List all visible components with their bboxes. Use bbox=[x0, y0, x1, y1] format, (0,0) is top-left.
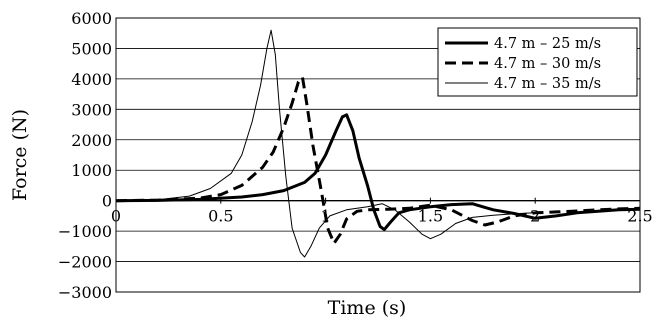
plot-area-border bbox=[115, 17, 641, 293]
y-tick-label: 1000 bbox=[71, 161, 112, 180]
x-tick-label: 0 bbox=[111, 207, 121, 226]
tick-labels: 6000500040003000200010000−1000−2000−3000… bbox=[58, 9, 653, 302]
y-tick-label: 6000 bbox=[71, 9, 112, 28]
series-line-1 bbox=[115, 113, 641, 232]
y-tick-label: −2000 bbox=[58, 253, 112, 272]
x-axis-title: Time (s) bbox=[328, 297, 407, 319]
y-tick-label: 2000 bbox=[71, 131, 112, 150]
y-tick-label: −1000 bbox=[58, 222, 112, 241]
y-axis-title: Force (N) bbox=[9, 109, 31, 201]
legend-label-1: 4.7 m – 25 m/s bbox=[494, 36, 601, 52]
legend-label-2: 4.7 m – 30 m/s bbox=[494, 56, 601, 72]
series-line-2 bbox=[115, 75, 641, 245]
series-line-3 bbox=[115, 29, 536, 258]
y-tick-label: 0 bbox=[102, 192, 112, 211]
legend: 4.7 m – 25 m/s 4.7 m – 30 m/s 4.7 m – 35… bbox=[437, 27, 638, 97]
y-tick-label: −3000 bbox=[58, 283, 112, 302]
legend-label-3: 4.7 m – 35 m/s bbox=[494, 76, 601, 92]
x-tick-label: 2 bbox=[530, 207, 540, 226]
y-tick-label: 3000 bbox=[71, 100, 112, 119]
y-tick-label: 5000 bbox=[71, 39, 112, 58]
y-tick-label: 4000 bbox=[71, 70, 112, 89]
x-tick-label: 0.5 bbox=[208, 207, 233, 226]
x-tick-label: 1.5 bbox=[418, 207, 443, 226]
series-lines bbox=[115, 29, 641, 258]
x-tick-label: 1 bbox=[321, 207, 331, 226]
x-tick-label: 2.5 bbox=[627, 207, 652, 226]
